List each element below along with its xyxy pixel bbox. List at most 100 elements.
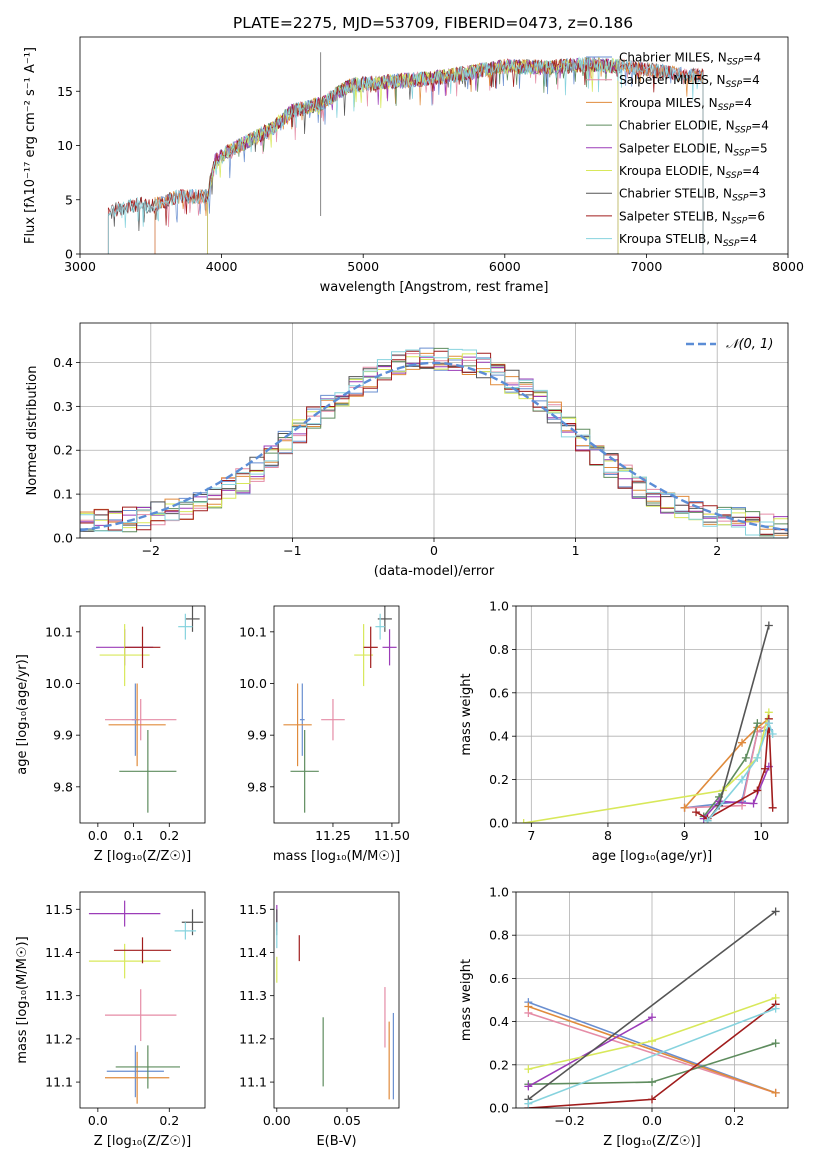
x-tick-label: 8 [604, 828, 612, 843]
x-tick-label: 7000 [630, 259, 662, 274]
y-tick-label: 11.1 [45, 1075, 73, 1090]
legend-entry-salpeter-miles: Salpeter MILES, NSSP=4 [619, 73, 760, 90]
spectrum-kroupa-stelib [107, 56, 704, 254]
legend-count: =5 [750, 141, 768, 155]
marker-kroupa-stelib [771, 1004, 780, 1013]
x-axis-label: Z [log₁₀(Z/Z☉)] [603, 1134, 700, 1149]
errorbar-kroupa-miles [108, 683, 166, 767]
axes-frame [515, 891, 789, 1109]
marker-chabrier-elodie [741, 753, 750, 762]
errorbar-salpeter-elodie [382, 629, 397, 666]
axes-frame [515, 605, 789, 824]
errorbar-salpeter-miles [105, 989, 177, 1042]
y-tick-label: 11.3 [45, 988, 73, 1003]
errorbar-kroupa-elodie [88, 943, 161, 979]
x-tick-label: 11.25 [315, 828, 351, 843]
y-tick-label: 0.2 [489, 1057, 509, 1072]
y-tick-label: 9.9 [53, 728, 73, 743]
plot-area [96, 606, 200, 813]
errorbar-salpeter-elodie [88, 900, 161, 927]
errorbar-kroupa-elodie [99, 624, 150, 687]
x-tick-label: 9 [681, 828, 689, 843]
errorbar-chabrier-elodie [119, 730, 177, 813]
y-tick-label: 9.9 [247, 728, 267, 743]
y-tick-label: 10.0 [45, 676, 73, 691]
legend-subscript: SSP [723, 239, 740, 249]
y-tick-label: 1.0 [489, 599, 509, 614]
y-tick-label: 0.6 [489, 971, 509, 986]
legend-count: =4 [739, 232, 757, 246]
legend-count: =4 [743, 51, 761, 65]
y-axis-label: Flux [fλ10⁻¹⁷ erg cm⁻² s⁻¹ A⁻¹] [23, 47, 38, 244]
legend-count: =4 [734, 96, 752, 110]
legend-subscript: SSP [727, 58, 744, 68]
x-tick-label: 0.1 [124, 828, 144, 843]
x-tick-label: 2 [713, 543, 721, 558]
marker-salpeter-elodie [524, 1082, 533, 1091]
x-tick-label: 4000 [206, 259, 238, 274]
x-axis-label: Z [log₁₀(Z/Z☉)] [94, 1134, 191, 1149]
errorbar-chabrier-elodie [115, 1045, 180, 1089]
y-tick-label: 0.1 [53, 487, 73, 502]
chart-panel-4: 7 8 9 10 0.0 0.2 0.4 0.6 0.8 1.0 age [log₁₀(age/yr… [459, 599, 789, 864]
x-axis-label: E(B-V) [316, 1134, 356, 1149]
legend-subscript: SSP [731, 216, 748, 226]
errorbar-chabrier-miles [299, 683, 305, 756]
line-kroupa-miles [683, 718, 770, 809]
y-tick-label: 11.2 [45, 1031, 73, 1046]
x-tick-label: 0.05 [333, 1113, 361, 1128]
chart-panel-0: 3000 4000 5000 6000 7000 8000 0 5 10 15 wavelength… [23, 14, 804, 295]
errorbar-chabrier-miles [106, 1045, 164, 1098]
errorbar-kroupa-stelib [178, 613, 193, 640]
marker-chabrier-stelib [771, 907, 780, 916]
x-tick-label: 8000 [772, 259, 804, 274]
axes-frame [79, 322, 789, 539]
legend-count: =3 [749, 187, 767, 201]
marker-chabrier-stelib [764, 621, 773, 630]
x-tick-label: 6000 [489, 259, 521, 274]
legend-entry-salpeter-elodie: Salpeter ELODIE, NSSP=5 [619, 141, 768, 158]
y-tick-label: 0.0 [489, 1101, 509, 1116]
x-tick-label: −2 [142, 543, 160, 558]
errorbar-kroupa-stelib [174, 922, 197, 940]
x-tick-label: −0.2 [554, 1113, 584, 1128]
x-axis-label: wavelength [Angstrom, rest frame] [320, 280, 549, 295]
y-tick-label: 0.2 [53, 443, 73, 458]
marker-salpeter-stelib [648, 1095, 656, 1104]
legend-entry-normal: 𝒩(0, 1) [726, 337, 773, 352]
chart-panel-6: 0.00 0.05 11.1 11.2 11.3 11.4 11.5 E(B-V) [239, 891, 400, 1149]
legend-entry-kroupa-stelib: Kroupa STELIB, NSSP=4 [619, 232, 757, 249]
axes-frame [273, 891, 400, 1109]
marker-salpeter-stelib [753, 786, 762, 795]
legend-subscript: SSP [726, 171, 743, 181]
x-tick-label: 0.0 [642, 1113, 662, 1128]
y-tick-label: 0.0 [53, 531, 73, 546]
chart-panel-3: 11.25 11.50 9.8 9.9 10.0 10.1 mass [log₁₀(M/M☉… [239, 605, 410, 864]
chart-panel-7: −0.2 0.0 0.2 0.0 0.2 0.4 0.6 0.8 1.0 Z [log₁₀(Z/Z… [459, 885, 789, 1149]
y-tick-label: 0.4 [489, 1014, 509, 1029]
errorbar-chabrier-stelib [185, 606, 200, 632]
legend-subscript: SSP [726, 80, 743, 90]
x-tick-label: 11.50 [374, 828, 410, 843]
marker-kroupa-stelib [753, 753, 762, 762]
normal-curve [80, 361, 788, 532]
x-tick-label: 10 [753, 828, 769, 843]
marker-chabrier-elodie [771, 1039, 780, 1048]
x-tick-label: 0 [430, 543, 438, 558]
errorbar-kroupa-miles [283, 683, 312, 767]
y-tick-label: 0.0 [489, 816, 509, 831]
y-tick-label: 11.5 [45, 902, 73, 917]
axes-frame [273, 605, 400, 824]
marker-kroupa-elodie [648, 1037, 656, 1046]
marker-chabrier-stelib [715, 801, 724, 810]
marker-kroupa-elodie [524, 1065, 533, 1074]
x-axis-label: age [log₁₀(age/yr)] [592, 849, 713, 864]
marker-salpeter-elodie [749, 799, 758, 808]
plot-area [524, 907, 780, 1108]
legend-entry-salpeter-stelib: Salpeter STELIB, NSSP=6 [619, 209, 765, 226]
legend-count: =6 [747, 209, 765, 223]
line-kroupa-elodie [523, 712, 770, 823]
marker-kroupa-elodie [519, 819, 528, 823]
marker-salpeter-stelib [768, 803, 777, 812]
y-tick-label: 5 [65, 192, 73, 207]
